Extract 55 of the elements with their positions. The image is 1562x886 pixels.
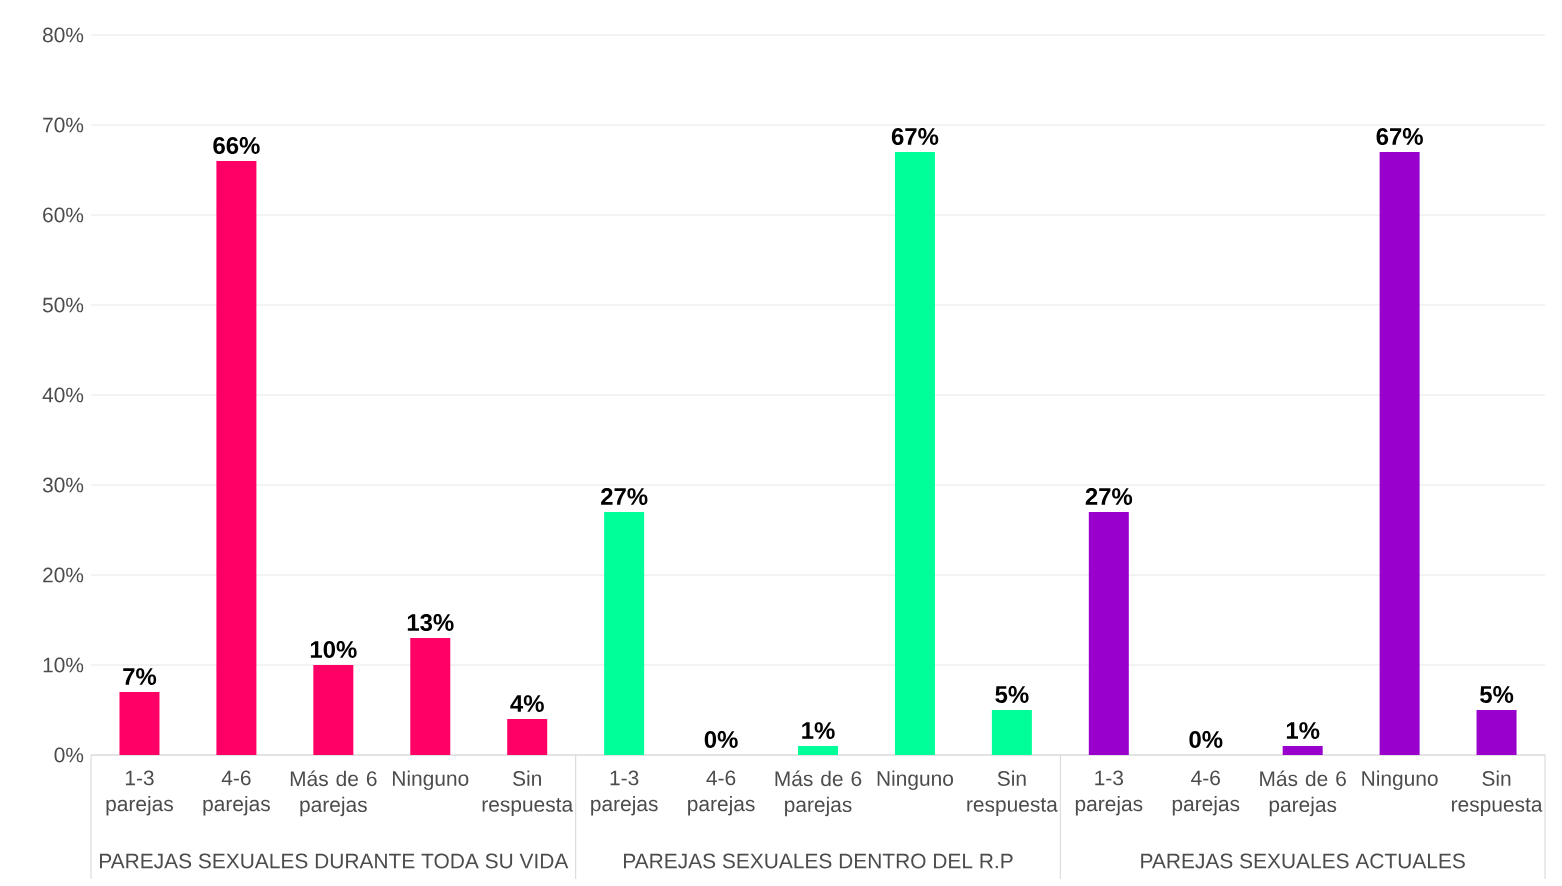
data-label: 67% — [891, 128, 939, 145]
data-label: 1% — [802, 722, 835, 739]
data-label: 4% — [510, 695, 544, 712]
bar — [991, 710, 1032, 755]
y-tick-label: 10% — [43, 657, 84, 673]
bar — [313, 665, 354, 755]
data-label: 5% — [1480, 686, 1514, 703]
x-tick-label: Sin respuesta — [1451, 770, 1543, 816]
data-label: 27% — [601, 488, 648, 505]
x-tick-label: 4-6 parejas — [1172, 770, 1240, 816]
bar — [507, 719, 548, 755]
x-tick-label: Más de 6 parejas — [290, 770, 377, 817]
bar — [798, 746, 839, 755]
bar — [1282, 746, 1323, 755]
bar — [1476, 710, 1517, 755]
x-tick-label: Ninguno — [393, 770, 469, 791]
data-label: 7% — [123, 668, 157, 685]
x-tick-label: Sin respuesta — [482, 770, 574, 816]
y-tick-label: 30% — [42, 477, 84, 493]
y-tick-label: 20% — [43, 567, 84, 583]
data-label: 1% — [1286, 722, 1320, 739]
bar — [410, 638, 451, 755]
bar — [1379, 152, 1420, 755]
bar — [894, 152, 935, 755]
data-label: 0% — [704, 731, 738, 748]
y-tick-label: 50% — [42, 297, 84, 313]
text: PAREJAS SEXUALES DENTRO DEL R.P — [624, 853, 1013, 869]
x-tick-label: 4-6 parejas — [203, 770, 270, 816]
data-label: 5% — [995, 686, 1029, 703]
y-tick-label: 60% — [43, 207, 84, 223]
y-tick-label: 70% — [43, 117, 84, 133]
y-tick-label: 0% — [54, 747, 84, 763]
text: PAREJAS SEXUALES ACTUALES — [1141, 853, 1465, 869]
bar — [1088, 512, 1129, 755]
x-tick-label: Más de 6 parejas — [775, 770, 862, 817]
data-label: 67% — [1376, 128, 1423, 145]
y-tick-label: 80% — [42, 27, 84, 43]
text: PAREJAS SEXUALES DURANTE TODA SU VIDA — [100, 853, 569, 869]
bar — [604, 512, 645, 755]
x-tick-label: 4-6 parejas — [688, 770, 755, 816]
data-label: 66% — [213, 137, 260, 154]
x-tick-label: Sin respuesta — [967, 770, 1058, 816]
y-tick-label: 40% — [42, 387, 84, 403]
x-tick-label: Ninguno — [1362, 770, 1438, 791]
data-label: 13% — [407, 614, 454, 631]
x-tick-label: 1-3 parejas — [106, 770, 173, 816]
data-label: 27% — [1085, 488, 1133, 505]
x-tick-label: Más de 6 parejas — [1260, 770, 1346, 817]
bar — [119, 692, 160, 755]
x-tick-label: Ninguno — [877, 770, 953, 791]
x-tick-label: 1-3 parejas — [591, 770, 658, 816]
data-label: 10% — [310, 641, 357, 658]
x-tick-label: 1-3 parejas — [1075, 770, 1143, 816]
data-label: 0% — [1189, 731, 1223, 748]
bar — [216, 161, 257, 755]
